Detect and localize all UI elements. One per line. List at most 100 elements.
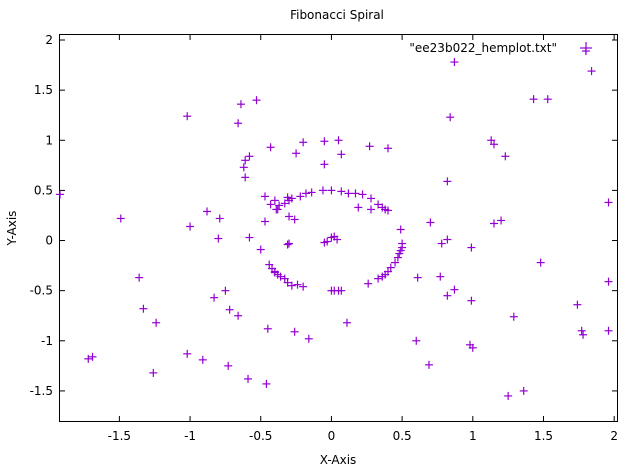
data-point (263, 324, 272, 333)
data-point (497, 216, 506, 225)
data-point (116, 214, 125, 223)
data-point (367, 194, 376, 203)
data-point (604, 277, 613, 286)
data-point (367, 205, 376, 214)
data-point (135, 273, 144, 282)
data-point (327, 186, 336, 195)
data-point (296, 192, 305, 201)
data-point (287, 281, 296, 290)
data-point (337, 187, 346, 196)
data-point (323, 237, 332, 246)
x-axis-label: X-Axis (320, 453, 357, 467)
y-tick-label: 2 (45, 33, 53, 47)
data-point (333, 235, 342, 244)
data-point (283, 240, 292, 249)
data-point (304, 334, 313, 343)
data-point (244, 374, 253, 383)
x-tick-label: -1.5 (108, 429, 131, 443)
data-point (266, 200, 275, 209)
data-point (239, 163, 248, 172)
data-point (509, 312, 518, 321)
data-point (221, 286, 230, 295)
data-point (443, 291, 452, 300)
data-point (214, 234, 223, 243)
data-point (468, 343, 477, 352)
data-point (487, 136, 496, 145)
data-point (365, 142, 374, 151)
data-point (378, 272, 387, 281)
y-tick-label: 1.5 (34, 83, 53, 97)
data-point (374, 200, 383, 209)
data-point (225, 305, 234, 314)
data-point (283, 193, 292, 202)
legend-marker (580, 42, 592, 54)
data-point (450, 58, 459, 67)
x-axis-ticks: -1.5 -1 -0.5 0 0.5 1 1.5 2 (108, 35, 618, 443)
x-tick-label: -0.5 (249, 429, 272, 443)
data-point (424, 360, 433, 369)
y-tick-label: -1.5 (30, 384, 53, 398)
data-points (56, 47, 613, 400)
data-point (320, 160, 329, 169)
data-point (344, 189, 353, 198)
data-point (265, 260, 274, 269)
data-point (84, 354, 93, 363)
data-point (436, 272, 445, 281)
data-point (299, 138, 308, 147)
data-point (183, 112, 192, 121)
data-point (450, 285, 459, 294)
data-point (467, 296, 476, 305)
data-point (215, 214, 224, 223)
data-point (573, 300, 582, 309)
data-point (467, 243, 476, 252)
data-point (139, 304, 148, 313)
data-point (241, 156, 250, 165)
data-point (276, 272, 285, 281)
data-point (426, 218, 435, 227)
data-point (393, 253, 402, 262)
data-point (579, 330, 588, 339)
data-point (318, 186, 327, 195)
y-tick-label: 1 (45, 133, 53, 147)
data-point (490, 219, 499, 228)
data-point (285, 239, 294, 248)
data-point (386, 263, 395, 272)
data-point (519, 386, 528, 395)
data-point (285, 212, 294, 221)
data-point (358, 190, 367, 199)
data-point (301, 189, 310, 198)
data-point (342, 318, 351, 327)
y-axis-label: Y-Axis (5, 211, 19, 247)
data-point (587, 67, 596, 76)
data-point (252, 96, 261, 105)
data-point (260, 192, 269, 201)
y-tick-label: 0.5 (34, 183, 53, 197)
data-point (320, 137, 329, 146)
y-axis-ticks: -1.5 -1 -0.5 0 0.5 1 1.5 2 (30, 33, 617, 398)
data-point (383, 206, 392, 215)
data-point (260, 217, 269, 226)
data-point (266, 143, 275, 152)
data-point (443, 177, 452, 186)
data-point (256, 245, 265, 254)
data-point (280, 199, 289, 208)
data-point (395, 249, 404, 258)
data-point (290, 327, 299, 336)
data-point (210, 293, 219, 302)
data-point (383, 144, 392, 153)
data-point (374, 274, 383, 283)
data-point (241, 173, 250, 182)
data-point (543, 95, 552, 104)
data-point (198, 355, 207, 364)
plot-frame (59, 34, 618, 422)
data-point (446, 113, 455, 122)
data-point (577, 326, 586, 335)
data-point (299, 282, 308, 291)
y-tick-label: -0.5 (30, 284, 53, 298)
data-point (203, 207, 212, 216)
data-point (149, 368, 158, 377)
x-tick-label: 2 (610, 429, 618, 443)
data-point (351, 189, 360, 198)
data-point (412, 336, 421, 345)
